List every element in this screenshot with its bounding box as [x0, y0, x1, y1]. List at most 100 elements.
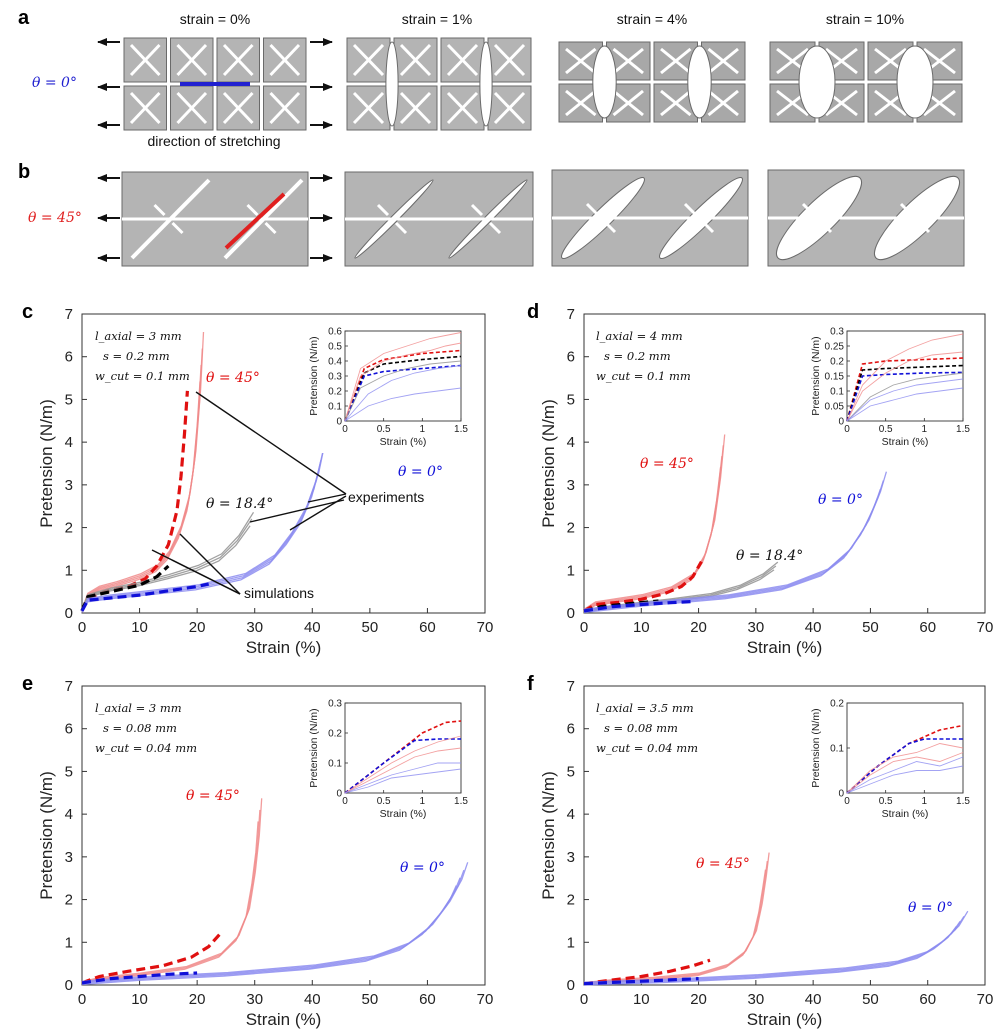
plot-frame [583, 685, 986, 986]
x-tick-label: 20 [189, 619, 206, 636]
sheet-cut [399, 91, 432, 125]
inset-y-tick-label: 0.15 [825, 372, 845, 383]
y-tick-label: 3 [65, 477, 73, 494]
y-tick-label: 6 [567, 349, 575, 366]
sheet-opening [798, 45, 836, 119]
x-tick-label: 50 [862, 991, 879, 1008]
x-tick-label: 60 [919, 619, 936, 636]
inset-x-axis-label: Strain (%) [380, 808, 427, 820]
sheet-cut [493, 43, 526, 77]
x-tick-label: 70 [977, 619, 994, 636]
inset-x-tick-label: 1.5 [956, 796, 970, 807]
inset-x-tick-label: 0 [342, 796, 348, 807]
theta-label-b: θ = 45° [28, 210, 82, 226]
y-tick-label: 3 [567, 477, 575, 494]
sheet-cut [899, 202, 913, 216]
x-tick-label: 30 [748, 619, 765, 636]
inset-x-tick-label: 0.5 [879, 796, 893, 807]
annotation-label: θ = 0° [400, 860, 445, 876]
param-text: w_cut = 0.1 mm [596, 369, 691, 383]
sheet-cut [923, 89, 956, 117]
strain-label-10: strain = 10% [826, 11, 904, 27]
inset-y-tick-label: 0.1 [830, 387, 844, 398]
y-tick-label: 6 [65, 721, 73, 738]
sheet-cut [707, 47, 739, 75]
sheet-opening [592, 45, 617, 119]
sheet-cut [488, 221, 502, 235]
panel-label-d: d [527, 301, 539, 323]
x-tick-label: 10 [633, 619, 650, 636]
inset-series-line-black-simulation [846, 364, 964, 422]
x-tick-label: 20 [189, 991, 206, 1008]
series-line-blue-simulation [80, 582, 210, 612]
y-tick-label: 1 [65, 934, 73, 951]
sheet-opening [687, 45, 712, 119]
inset-x-tick-label: 1 [420, 796, 426, 807]
inset-y-tick-label: 0.05 [825, 402, 845, 413]
inset-series-line-blue-simulation [846, 738, 963, 794]
x-tick-label: 40 [304, 619, 321, 636]
callout-line [307, 493, 347, 503]
sheet-a-2 [558, 41, 746, 123]
sheet-cut [352, 91, 385, 125]
strain-label-1: strain = 1% [402, 11, 472, 27]
sheet-opening [896, 45, 934, 119]
inset-y-tick-label: 0.1 [830, 744, 844, 755]
series-line-red-experiment [583, 434, 726, 610]
y-tick-label: 7 [567, 678, 575, 695]
series-line-blue-experiment [81, 869, 465, 983]
param-text: l_axial = 3 mm [95, 701, 182, 715]
y-axis-label: Pretension (N/m) [539, 399, 558, 527]
y-tick-label: 4 [567, 434, 575, 451]
plot-frame [583, 313, 986, 614]
inset-y-tick-label: 0.5 [328, 342, 342, 353]
annotation-label: simulations [244, 585, 314, 601]
x-tick-label: 20 [690, 619, 707, 636]
series-line-red-experiment [583, 861, 768, 985]
inset-series-line-red-experiment [846, 351, 964, 422]
panel-label-b: b [18, 161, 30, 183]
sheet-cut [171, 221, 184, 235]
sheet-cut [493, 91, 526, 125]
sheet-b-0 [121, 171, 309, 267]
inset-series-line-blue-experiment [846, 765, 964, 794]
sheet-a-0 [123, 37, 307, 131]
inset-y-tick-label: 0.6 [328, 327, 342, 338]
x-tick-label: 40 [805, 619, 822, 636]
inset-x-axis-label: Strain (%) [882, 808, 929, 820]
series-line-gray-experiment [81, 518, 253, 612]
y-axis-label: Pretension (N/m) [539, 771, 558, 899]
inset-x-tick-label: 1.5 [454, 424, 468, 435]
annotation-label: θ = 0° [818, 492, 863, 508]
x-tick-label: 40 [805, 991, 822, 1008]
inset-series-line-blue-simulation [344, 364, 462, 422]
sheet-cut [446, 91, 479, 125]
inset-series-line-red-experiment [846, 333, 964, 422]
inset-y-tick-label: 0 [336, 417, 342, 428]
inset-x-tick-label: 0.5 [377, 424, 391, 435]
inset-x-tick-label: 0.5 [879, 424, 893, 435]
inset-x-axis-label: Strain (%) [380, 436, 427, 448]
sheet-cut [917, 220, 931, 234]
x-tick-label: 60 [919, 991, 936, 1008]
inset-y-tick-label: 0 [838, 789, 844, 800]
sheet-cut [352, 43, 385, 77]
sheet-cut [819, 220, 833, 234]
sheet-cut [612, 89, 644, 117]
series-line-blue-experiment [583, 471, 888, 610]
sheet-cut [176, 91, 208, 125]
series-line-red-experiment [583, 869, 767, 986]
sheet-cut [683, 202, 697, 216]
y-tick-label: 3 [65, 849, 73, 866]
annotation-label: θ = 45° [206, 370, 260, 386]
y-tick-label: 2 [65, 520, 73, 537]
inset-x-tick-label: 0 [844, 796, 850, 807]
y-tick-label: 5 [65, 391, 73, 408]
sheet-b-1 [344, 171, 534, 267]
param-text: s = 0.2 mm [103, 349, 170, 363]
sheet-cut [565, 47, 597, 75]
